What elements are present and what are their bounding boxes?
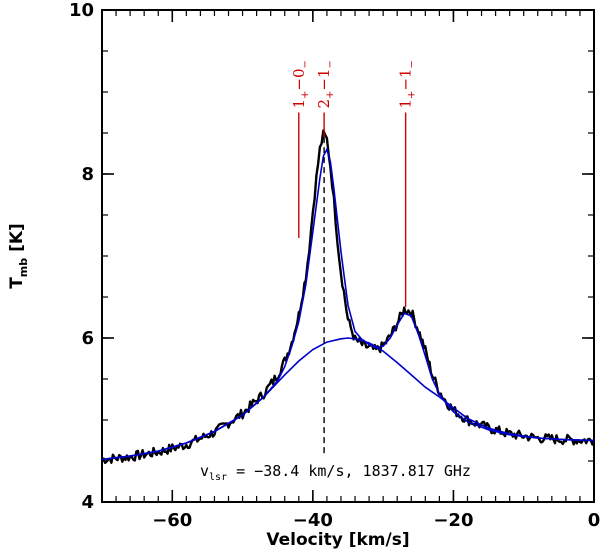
major-ticks xyxy=(102,9,595,503)
transition-label: 1+−0− xyxy=(290,60,311,108)
y-tick-label: 10 xyxy=(69,0,94,21)
x-axis-title: Velocity [km/s] xyxy=(266,530,409,550)
transition-label: 1+−1− xyxy=(397,60,418,108)
x-tick-label: 0 xyxy=(588,510,600,531)
y-tick-label: 8 xyxy=(81,164,94,185)
plot-frame xyxy=(101,9,595,503)
total-fit-curve xyxy=(102,147,594,461)
observed-spectrum-line xyxy=(102,129,594,465)
x-tick-label: −60 xyxy=(152,510,192,531)
x-tick-label: −40 xyxy=(293,510,333,531)
x-tick-label: −20 xyxy=(433,510,473,531)
broad-component-curve xyxy=(102,337,594,461)
minor-ticks xyxy=(101,9,595,503)
transition-label: 2+−1− xyxy=(315,60,336,108)
y-axis-title: Tmb [K] xyxy=(7,223,30,289)
y-tick-label: 4 xyxy=(81,492,94,513)
y-tick-label: 6 xyxy=(81,328,94,349)
vlsr-annotation: vlsr = −38.4 km/s, 1837.817 GHz xyxy=(200,462,471,483)
